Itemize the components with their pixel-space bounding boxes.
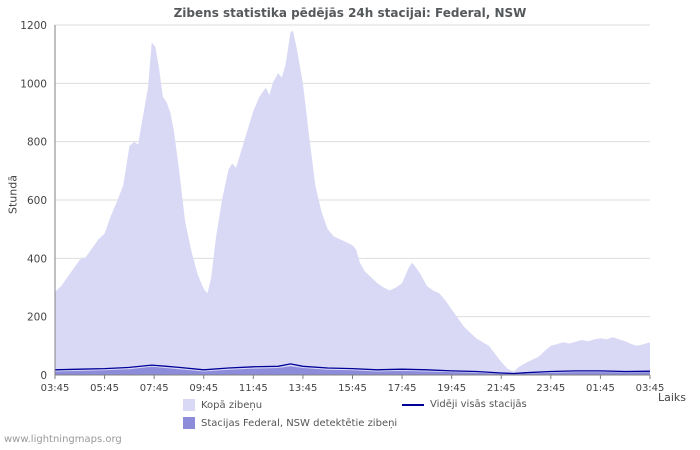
x-tick-label: 15:45 <box>338 383 367 394</box>
x-tick-label: 01:45 <box>586 383 615 394</box>
legend-label-total: Kopā zibeņu <box>201 399 263 411</box>
y-tick-label: 800 <box>27 137 47 149</box>
x-tick-label: 07:45 <box>140 383 169 394</box>
x-tick-label: 11:45 <box>239 383 268 394</box>
x-axis-label: Laiks <box>657 391 686 404</box>
x-tick-label: 09:45 <box>189 383 218 394</box>
x-tick-label: 17:45 <box>388 383 417 394</box>
total-area-swatch <box>183 399 195 411</box>
legend-item-average: Vidēji visās stacijās <box>402 399 527 410</box>
y-axis-label: Stundā <box>6 175 20 214</box>
x-tick-label: 21:45 <box>487 383 516 394</box>
x-tick-label: 23:45 <box>536 383 565 394</box>
watermark-link: www.lightningmaps.org <box>4 434 122 445</box>
total-lightning-area <box>55 30 650 376</box>
y-tick-label: 0 <box>40 370 47 382</box>
y-tick-label: 400 <box>27 253 47 265</box>
legend-label-average: Vidēji visās stacijās <box>430 399 527 410</box>
legend-item-total: Kopā zibeņu <box>183 399 262 411</box>
x-tick-label: 03:45 <box>41 383 70 394</box>
x-tick-label: 19:45 <box>437 383 466 394</box>
x-tick-label: 03:45 <box>636 383 665 394</box>
average-line-swatch <box>402 403 424 406</box>
y-tick-label: 1000 <box>20 78 47 90</box>
x-tick-label: 05:45 <box>90 383 119 394</box>
x-tick-label: 13:45 <box>289 383 318 394</box>
station-detected-area <box>55 366 650 375</box>
chart-title: Zibens statistika pēdējās 24h stacijai: … <box>173 6 527 20</box>
y-tick-label: 1200 <box>20 20 47 32</box>
lightning-area-chart: 0 200 400 600 800 1000 1200 03:45 05:45 07:45 09:4… <box>20 20 665 394</box>
legend-label-station: Stacijas Federal, NSW detektētie zibeņi <box>201 417 398 429</box>
y-tick-label: 600 <box>27 195 47 207</box>
legend-item-station: Stacijas Federal, NSW detektētie zibeņi <box>183 417 397 429</box>
y-tick-label: 200 <box>27 312 47 324</box>
station-area-swatch <box>183 417 195 429</box>
average-line <box>54 363 651 375</box>
